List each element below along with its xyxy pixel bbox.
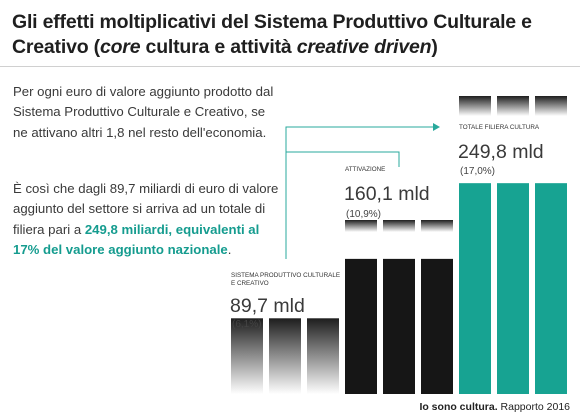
bar-cap-2-2 — [383, 220, 415, 232]
chart-label-1: SISTEMA PRODUTTIVO CULTURALE — [231, 272, 340, 279]
chart-share-label-3: (17,0%) — [460, 166, 495, 177]
title-text-end: ) — [431, 36, 438, 58]
body-text-end: . — [227, 242, 232, 258]
bar-3-3 — [535, 183, 567, 394]
bar-2-3 — [421, 258, 453, 394]
chart-share-label-1: (6,1%) — [232, 319, 261, 330]
title-italic-core: core — [99, 36, 141, 58]
chart-share-label-2: (10,9%) — [346, 209, 381, 220]
connector-line-2 — [285, 126, 434, 152]
connector-line-1 — [285, 151, 400, 259]
bar-3-1 — [459, 183, 491, 394]
bar-cap-2-3 — [421, 220, 453, 232]
bar-1-2 — [269, 318, 301, 394]
bar-3-2 — [497, 183, 529, 394]
bar-cap-2-1 — [345, 220, 377, 232]
source-credit: Io sono cultura. Rapporto 2016 — [419, 401, 570, 413]
bar-cap-3-2 — [497, 96, 529, 116]
title-text-middle: cultura e attività — [140, 36, 297, 58]
bar-1-1 — [231, 318, 263, 394]
body-text: È così che dagli 89,7 miliardi di euro d… — [13, 181, 279, 237]
title-italic-creative-driven: creative driven — [296, 36, 432, 58]
bar-cap-3-3 — [535, 96, 567, 116]
source-rest: Rapporto 2016 — [497, 401, 570, 413]
chart-value-label-2: 160,1 mld — [344, 183, 430, 205]
chart-label-3: TOTALE FILIERA CULTURA — [459, 124, 540, 131]
title-divider — [0, 66, 580, 67]
bar-2-1 — [345, 258, 377, 394]
chart-value-label-3: 249,8 mld — [458, 141, 544, 163]
bar-cap-3-1 — [459, 96, 491, 116]
bar-2-2 — [383, 258, 415, 394]
bar-1-3 — [307, 318, 339, 394]
intro-paragraph: Per ogni euro di valore aggiunto prodott… — [13, 84, 274, 140]
chart-value-label-1: 89,7 mld — [230, 295, 305, 317]
title-text: Gli effetti moltiplicativi del Sistema P… — [12, 11, 532, 58]
connector-arrow-icon — [433, 123, 440, 131]
chart-label-1-line2: E CREATIVO — [231, 280, 269, 287]
body-paragraph: È così che dagli 89,7 miliardi di euro d… — [13, 179, 281, 261]
page-title: Gli effetti moltiplicativi del Sistema P… — [12, 10, 572, 60]
chart-label-2: ATTIVAZIONE — [345, 166, 385, 173]
body-highlight: 249,8 miliardi, equivalenti al 17% del v… — [13, 221, 260, 258]
source-bold: Io sono cultura. — [419, 401, 498, 413]
